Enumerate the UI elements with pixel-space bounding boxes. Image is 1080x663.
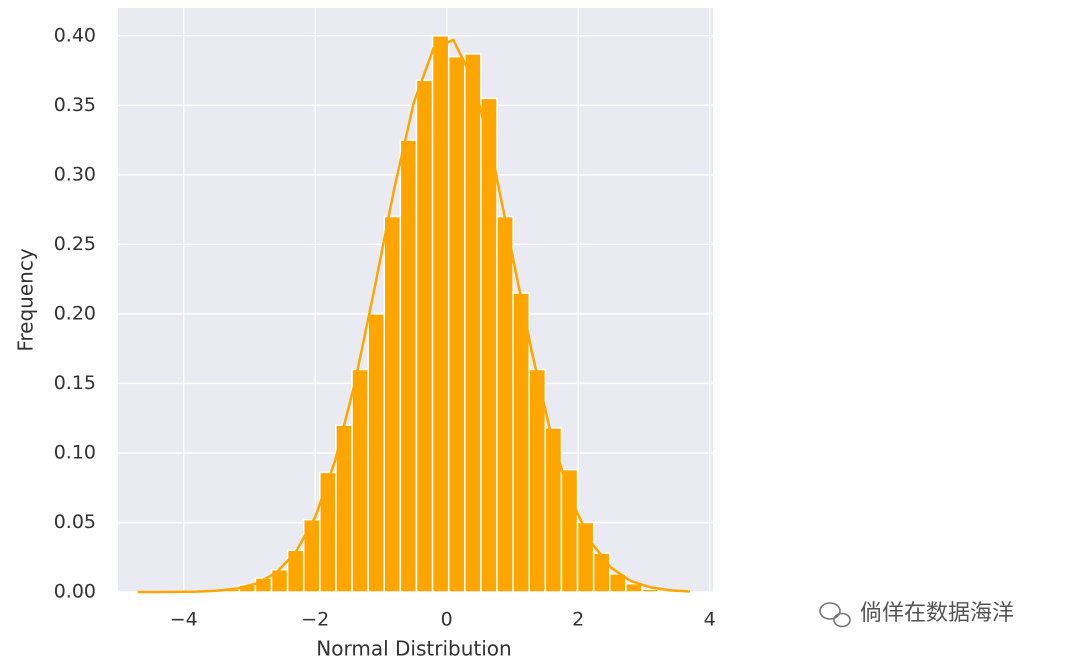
bar [302,518,321,593]
bar [431,35,450,593]
y-tick-label: 0.40 [54,24,96,46]
bar [496,215,514,593]
watermark: 倘佯在数据海洋 [860,601,1014,626]
bar [464,53,482,593]
y-tick-label: 0.30 [54,163,96,185]
kde-line [137,38,691,594]
labels: 0.00 0.05 0.10 0.15 0.20 0.25 0.30 0.35 0.40 −4 −2… [54,24,716,630]
y-axis-label: Frequency [14,248,38,351]
y-tick-label: 0.20 [54,302,96,324]
bar [512,292,530,593]
bar [319,471,337,593]
y-tick-label: 0.25 [54,233,96,255]
bar [383,215,402,593]
y-tick-label: 0.35 [54,94,96,116]
wechat-icon [819,602,851,628]
x-tick-label: 4 [704,609,716,631]
bar [447,55,466,593]
bar [592,552,611,593]
y-tick-label: 0.00 [54,581,96,603]
bar [367,313,386,593]
y-tick-label: 0.15 [54,372,96,394]
x-tick-label: 2 [572,609,584,631]
x-axis-label: Normal Distribution [316,637,511,661]
x-tick-label: −2 [301,609,329,631]
bar [351,368,369,593]
bar [560,468,579,593]
bar [641,588,659,593]
x-tick-label: 0 [441,609,453,631]
bar [399,139,418,593]
bar [544,427,563,593]
bar [625,582,643,593]
y-tick-label: 0.10 [54,441,96,463]
y-tick-label: 0.05 [54,511,96,533]
x-tick-label: −4 [170,609,198,631]
bar [415,79,434,593]
bars [137,35,691,594]
